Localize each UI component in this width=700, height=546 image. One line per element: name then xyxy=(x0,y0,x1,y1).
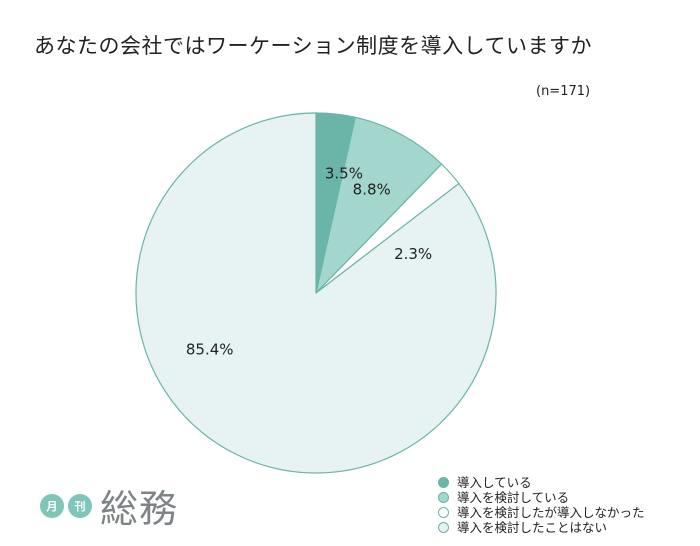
legend-label: 導入している xyxy=(457,475,532,490)
legend-label: 導入を検討している xyxy=(457,490,570,505)
legend-label: 導入を検討したが導入しなかった xyxy=(457,505,645,520)
logo-badge-month: 月 xyxy=(40,493,64,518)
legend-swatch xyxy=(438,507,449,518)
legend-label: 導入を検討したことはない xyxy=(457,520,608,535)
logo: 月 刊 総務 xyxy=(40,478,178,533)
slice-value-label: 8.8% xyxy=(353,181,391,199)
legend-swatch xyxy=(438,477,449,488)
slice-value-label: 85.4% xyxy=(186,340,234,358)
legend-item: 導入を検討している xyxy=(438,490,645,505)
legend-item: 導入を検討したが導入しなかった xyxy=(438,505,645,520)
slice-value-label: 3.5% xyxy=(325,164,363,182)
legend-swatch xyxy=(438,522,449,533)
logo-badge-issue: 刊 xyxy=(68,493,92,518)
chart-title: あなたの会社ではワーケーション制度を導入していますか xyxy=(34,34,592,58)
legend-item: 導入している xyxy=(438,475,645,490)
legend-swatch xyxy=(438,492,449,503)
pie-slice xyxy=(315,116,443,294)
logo-name: 総務 xyxy=(100,487,179,531)
legend-item: 導入を検討したことはない xyxy=(438,520,645,535)
sample-size: (n=171) xyxy=(536,84,591,99)
slice-value-label: 2.3% xyxy=(394,245,432,263)
pie-slice xyxy=(135,112,497,474)
legend: 導入している 導入を検討している 導入を検討したが導入しなかった 導入を検討した… xyxy=(438,475,645,535)
